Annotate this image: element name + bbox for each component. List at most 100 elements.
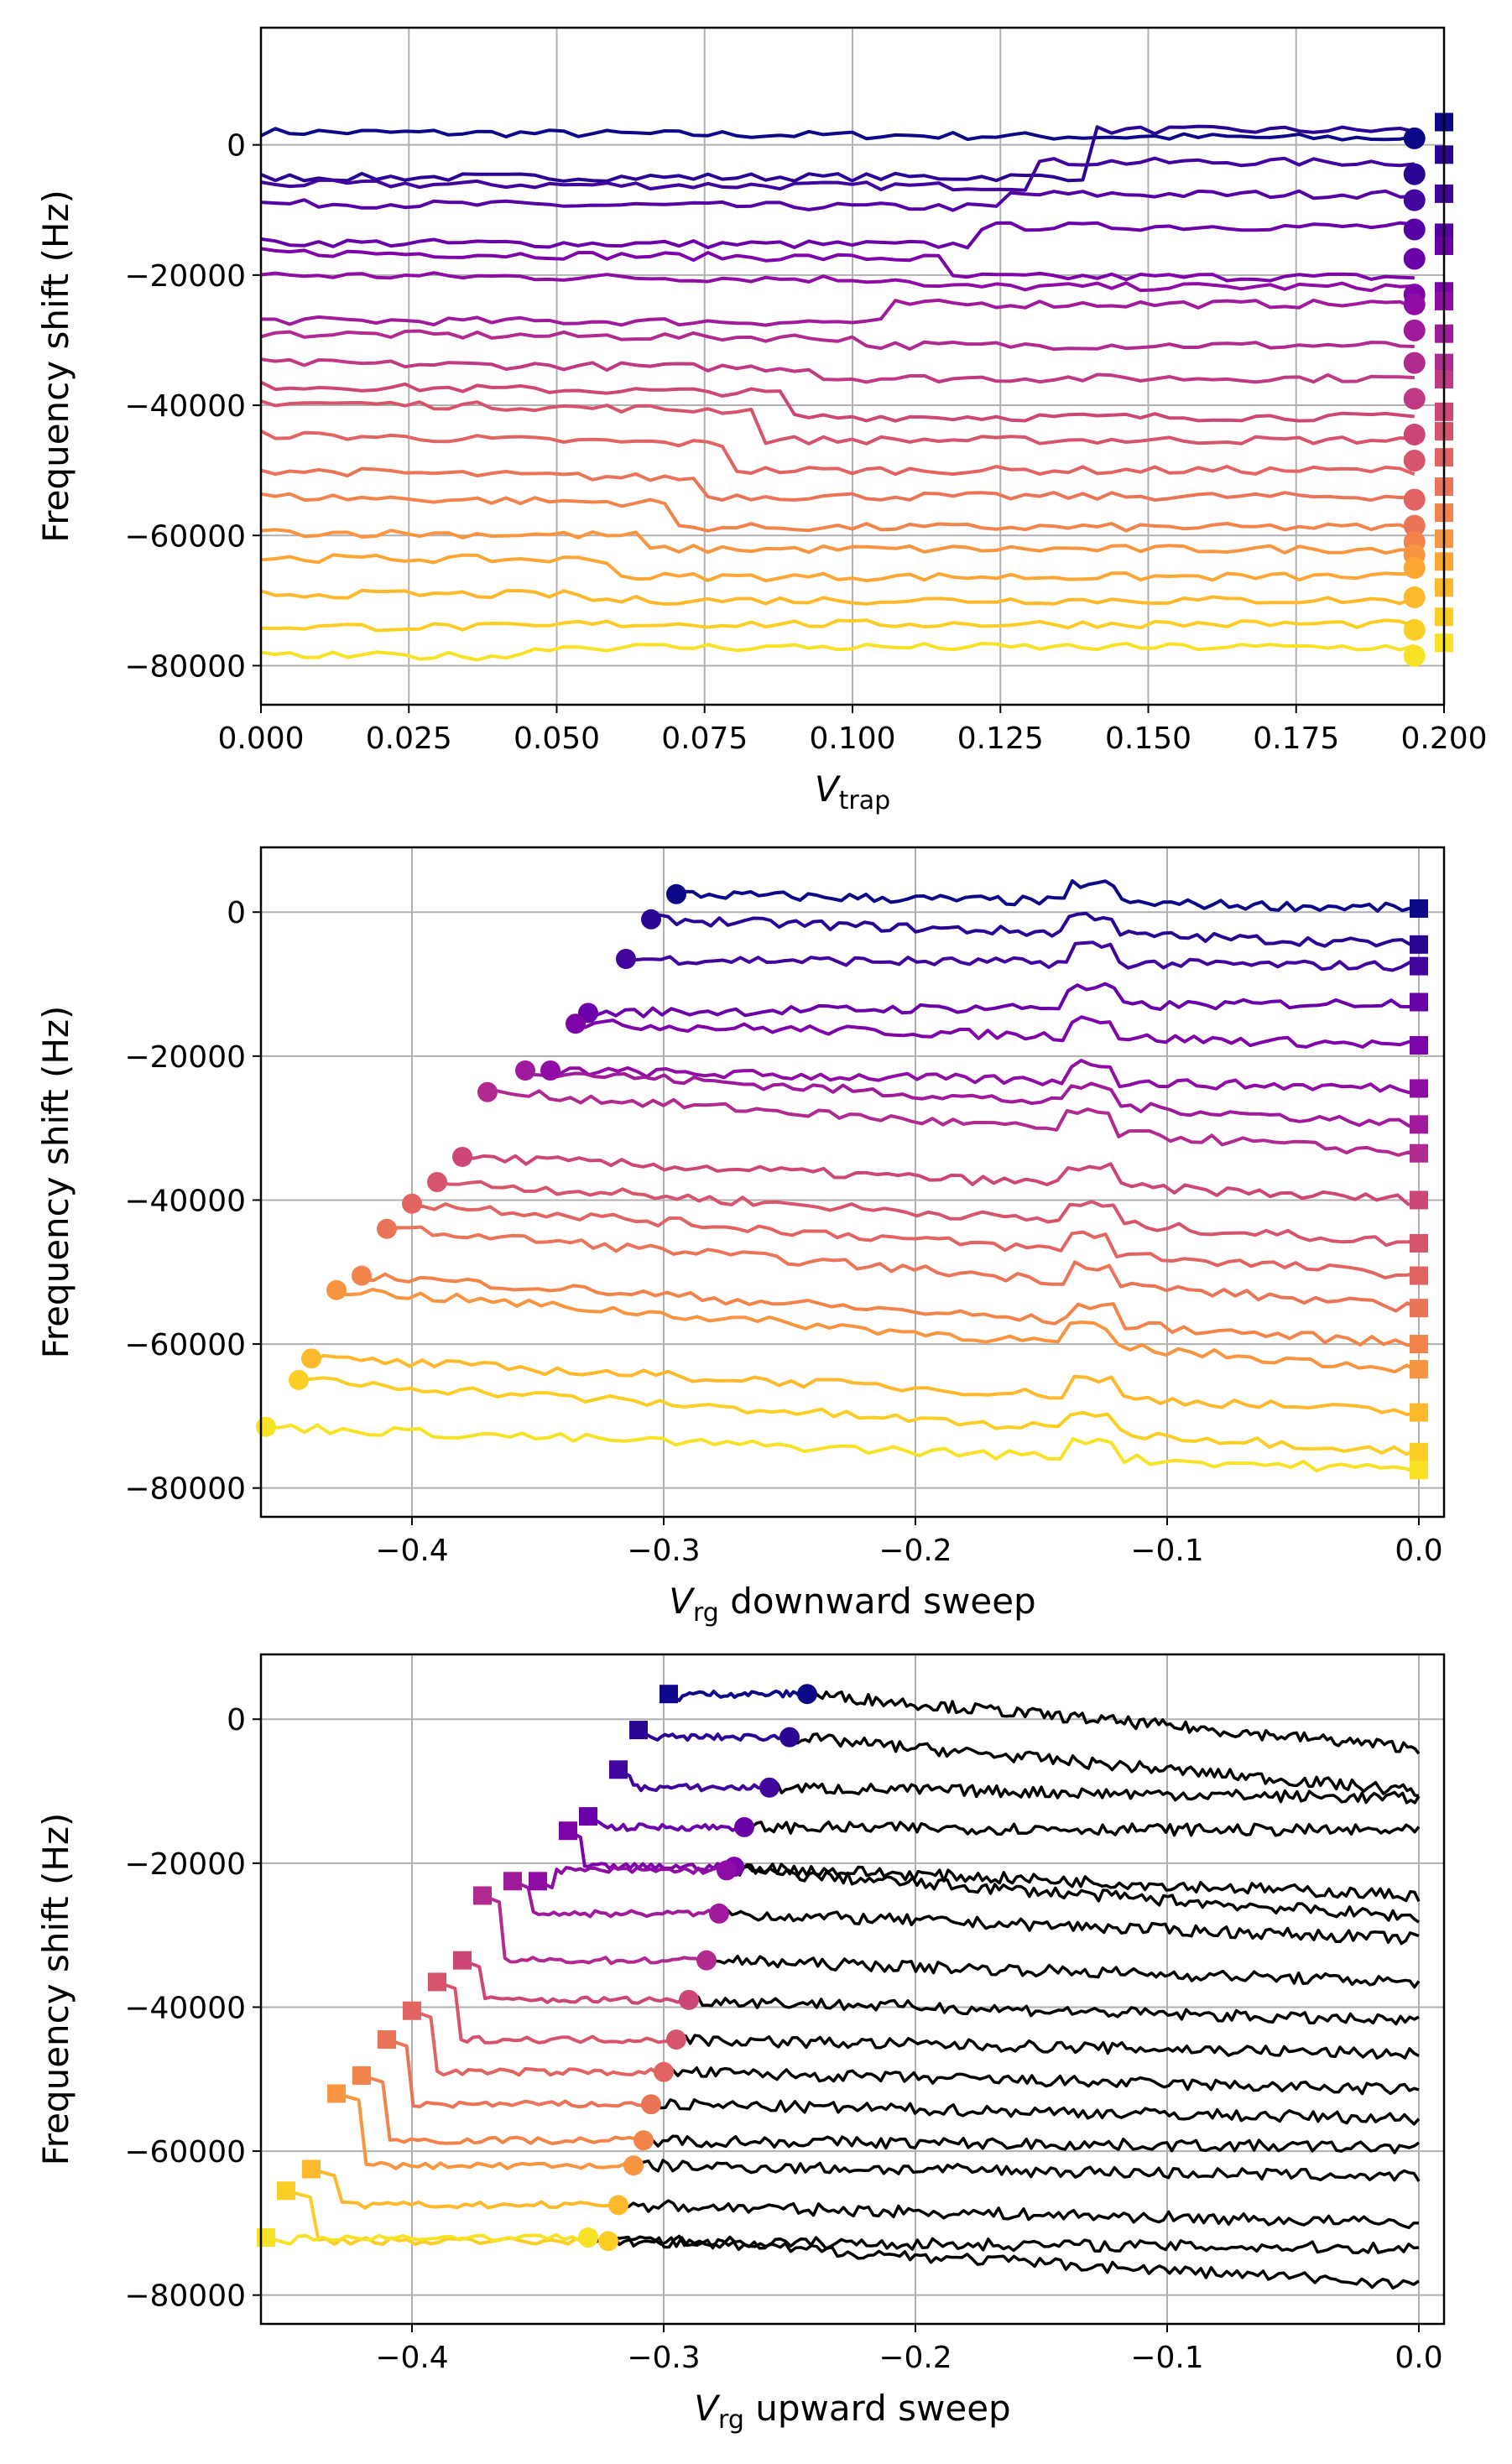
series-line-upward — [336, 2092, 634, 2170]
series-turn-marker — [779, 1727, 800, 1748]
series-line — [310, 1353, 1420, 1416]
y-tick-label: −80000 — [124, 1472, 246, 1507]
series-end-marker — [1403, 163, 1426, 185]
y-tick-label: −20000 — [124, 1040, 246, 1075]
series-start-marker — [428, 1972, 446, 1992]
series-line-upward — [512, 1879, 720, 1919]
series-turn-marker — [633, 2130, 654, 2151]
series-end-marker — [1410, 1143, 1428, 1163]
series-line-upward — [567, 1829, 735, 1872]
series-start-marker — [277, 2181, 295, 2201]
series-start-marker — [378, 2030, 396, 2050]
series-line-continuation — [633, 2159, 1421, 2182]
axes-frame — [259, 26, 1446, 706]
plot-area — [265, 1689, 1421, 2290]
x-tick-label: −0.1 — [1130, 2341, 1203, 2375]
series-turn-marker — [734, 1816, 754, 1837]
series-line-upward — [482, 1894, 707, 1966]
series-line — [524, 1071, 1420, 1131]
series-line — [261, 124, 1416, 183]
series-line — [550, 1059, 1421, 1095]
series-line-upward — [537, 1866, 727, 1889]
series-line — [261, 357, 1415, 384]
series-end-marker — [1410, 1266, 1428, 1285]
series-line — [436, 1180, 1420, 1248]
series-line — [361, 1272, 1420, 1347]
series-turn-marker — [717, 1860, 737, 1881]
series-line — [298, 1376, 1420, 1456]
series-end-marker — [1403, 586, 1426, 608]
series-line-continuation — [687, 1994, 1420, 2026]
x-tick-label: −0.1 — [1130, 1534, 1203, 1568]
series-start-marker — [473, 1886, 492, 1905]
series-start-marker — [289, 1369, 309, 1390]
series-line — [487, 1086, 1420, 1158]
x-tick-label: −0.4 — [375, 1534, 448, 1568]
series-turn-marker — [679, 1989, 699, 2010]
x-axis-label: Vrg upward sweep — [694, 2388, 1010, 2435]
series-line-upward — [617, 1768, 770, 1793]
series-start-marker — [402, 1193, 422, 1214]
series-turn-marker — [578, 2227, 598, 2248]
series-line-upward — [461, 1958, 690, 2005]
panel-upward-sweep: −0.4 −0.3 −0.2 −0.1 0.0 0 −20000 −40000 −60000 −8… — [35, 1653, 1446, 2435]
series-end-marker — [1410, 1035, 1428, 1055]
series-line — [386, 1225, 1420, 1313]
series-line-continuation — [642, 2134, 1420, 2154]
series-start-marker — [641, 909, 661, 930]
series-start-marker — [302, 2159, 321, 2179]
series-start-marker — [540, 1060, 560, 1081]
series-start-marker — [579, 1807, 597, 1826]
series-start-marker — [453, 1951, 472, 1970]
series-end-marker — [1403, 450, 1426, 472]
x-axis-label: Vrg downward sweep — [669, 1581, 1035, 1628]
plot-area — [261, 124, 1416, 662]
y-axis-label: Frequency shift (Hz) — [35, 1006, 76, 1359]
series-line-upward — [265, 2232, 589, 2246]
series-line — [261, 528, 1415, 555]
series-end-marker — [1403, 352, 1426, 374]
x-tick-label: 0.150 — [1105, 721, 1191, 756]
x-tick-label: −0.2 — [879, 1534, 952, 1568]
series-end-marker — [1403, 618, 1426, 641]
series-turn-marker — [654, 2061, 674, 2082]
y-tick-label: −20000 — [124, 259, 246, 294]
y-tick-label: 0 — [227, 896, 246, 930]
plot-area — [265, 878, 1421, 1476]
y-tick-label: −80000 — [124, 649, 246, 684]
series-start-marker — [326, 1279, 347, 1300]
y-tick-label: −40000 — [124, 389, 246, 424]
series-line — [625, 940, 1421, 972]
x-tick-label: −0.2 — [879, 2341, 952, 2375]
series-start-marker — [529, 1872, 547, 1891]
panel-downward-sweep: −0.4 −0.3 −0.2 −0.1 0.0 0 −20000 −40000 −60000 −8… — [35, 846, 1446, 1628]
series-end-marker — [1403, 488, 1426, 511]
series-line — [261, 221, 1416, 250]
y-axis-label: Frequency shift (Hz) — [35, 190, 76, 543]
series-line — [261, 399, 1415, 445]
x-tick-label: 0.175 — [1253, 721, 1339, 756]
series-line-continuation — [806, 1690, 1421, 1755]
series-start-marker — [352, 2065, 371, 2085]
series-end-marker — [1403, 218, 1426, 241]
series-turn-marker — [666, 2029, 686, 2050]
axes-frame — [259, 1653, 1446, 2326]
series-turn-marker — [709, 1903, 729, 1924]
series-end-marker — [1410, 956, 1428, 976]
series-line — [650, 911, 1420, 951]
y-tick-label: −60000 — [124, 1328, 246, 1362]
series-line-continuation — [789, 1732, 1420, 1798]
series-line — [261, 553, 1415, 583]
series-start-marker — [256, 1416, 276, 1437]
series-line — [587, 982, 1420, 1018]
series-line — [261, 466, 1415, 503]
x-tick-label: 0.075 — [661, 721, 748, 756]
series-end-marker — [1410, 1079, 1428, 1098]
y-tick-label: −20000 — [124, 1847, 246, 1882]
series-line-continuation — [725, 1865, 1420, 1924]
series-turn-marker — [608, 2195, 628, 2216]
series-line — [261, 247, 1415, 283]
series-line — [265, 1423, 1420, 1476]
series-line — [261, 380, 1415, 423]
series-line-upward — [667, 1689, 808, 1702]
